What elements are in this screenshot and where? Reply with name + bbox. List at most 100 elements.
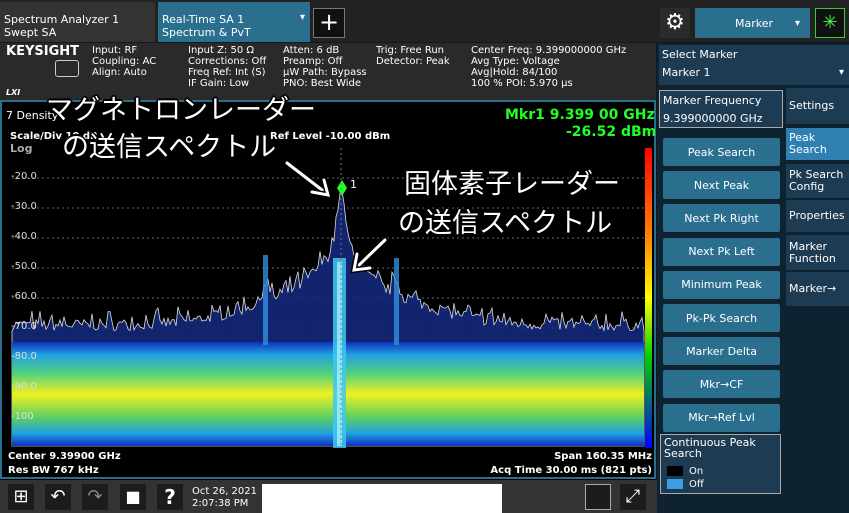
- brand: KEYSIGHT: [6, 44, 79, 59]
- menu-label: Marker: [735, 17, 774, 30]
- menu-tab[interactable]: Properties: [786, 200, 849, 232]
- help-button[interactable]: ?: [157, 484, 183, 510]
- center-freq: Center 9.39900 GHz: [8, 451, 121, 462]
- y-axis-label: -70.0: [11, 321, 37, 332]
- file-button[interactable]: ■: [120, 484, 146, 510]
- fullscreen-button[interactable]: ⤢: [620, 484, 646, 510]
- info-text: Coupling: AC: [92, 56, 157, 67]
- marker-frequency-box[interactable]: Marker Frequency 9.399000000 GHz: [659, 90, 783, 128]
- ref-level: Ref Level -10.00 dBm: [270, 131, 391, 142]
- menu-dropdown[interactable]: Marker ▾: [695, 8, 810, 38]
- continuous-peak-box[interactable]: Continuous Peak Search On Off: [660, 434, 781, 494]
- dropdown-arrow: ▾: [839, 67, 845, 78]
- settings-button[interactable]: ⚙: [660, 8, 690, 38]
- info-text: Avg Type: Voltage: [471, 56, 560, 67]
- on-indicator: [667, 479, 683, 489]
- continuous-peak-label: Continuous Peak Search: [664, 436, 756, 460]
- softkey-button[interactable]: Minimum Peak: [663, 270, 780, 299]
- info-text: Atten: 6 dB: [283, 45, 340, 56]
- scale-label: Scale/Div 10 dB: [10, 131, 98, 142]
- y-axis-label: -80.0: [11, 351, 37, 362]
- info-text: Trig: Free Run: [376, 45, 444, 56]
- y-axis-label: -40.0: [11, 231, 37, 242]
- softkey-button[interactable]: Pk-Pk Search: [663, 304, 780, 332]
- remote-icon: [55, 60, 79, 77]
- y-axis-label: -100: [11, 411, 34, 422]
- marker-value: -26.52 dBm: [566, 124, 657, 140]
- annotation-arrows: [284, 160, 388, 274]
- softkey-button[interactable]: Next Peak: [663, 171, 780, 200]
- annotation-text: の送信スペクトル: [398, 208, 613, 239]
- solid-state-core: [337, 262, 342, 446]
- softkey-button[interactable]: Mkr→Ref Lvl: [663, 403, 780, 432]
- softkey-button[interactable]: Next Pk Right: [663, 204, 780, 233]
- tab-title: Spectrum Analyzer 1: [4, 13, 120, 26]
- info-text: Input Z: 50 Ω: [188, 45, 255, 56]
- overlay-box: [262, 484, 502, 513]
- marker-number: 1: [350, 178, 357, 191]
- info-text: Input: RF: [92, 45, 138, 56]
- select-marker-label: Select Marker: [662, 48, 738, 61]
- res-bw: Res BW 767 kHz: [8, 465, 99, 476]
- info-text: PNO: Best Wide: [283, 78, 362, 89]
- windows-button[interactable]: ⊞: [8, 484, 34, 510]
- add-tab-button[interactable]: +: [313, 8, 345, 38]
- redo-button[interactable]: ↷: [82, 484, 108, 510]
- date: Oct 26, 2021: [192, 486, 257, 497]
- dropdown-arrow: ▾: [795, 18, 801, 29]
- info-bar: [0, 43, 656, 100]
- info-text: IF Gain: Low: [188, 78, 250, 89]
- y-axis-label: -20.0: [11, 171, 37, 182]
- span: Span 160.35 MHz: [554, 451, 652, 462]
- info-text: Freq Ref: Int (S): [188, 67, 266, 78]
- softkey-button[interactable]: Next Pk Left: [663, 237, 780, 266]
- marker-select[interactable]: Select Marker Marker 1 ▾: [659, 45, 849, 85]
- time: 2:07:38 PM: [192, 498, 249, 509]
- menu-tab[interactable]: Pk Search Config: [786, 164, 849, 198]
- menu-tab[interactable]: Marker Function: [786, 235, 849, 270]
- annotation-text: 固体素子レーダー: [404, 169, 620, 200]
- menu-tab[interactable]: Peak Search: [786, 128, 849, 160]
- side-signal: [263, 255, 268, 345]
- info-text: 100 % POI: 5.970 µs: [471, 78, 573, 89]
- softkey-button[interactable]: Marker Delta: [663, 337, 780, 366]
- side-signal: [394, 258, 399, 345]
- selected-marker: Marker 1: [662, 66, 711, 79]
- menu-tab[interactable]: Settings: [786, 88, 849, 124]
- scale-type: Log: [10, 142, 33, 155]
- y-axis-label: -50.0: [11, 261, 37, 272]
- plot: [0, 100, 656, 480]
- marker-frequency-label: Marker Frequency: [663, 94, 762, 107]
- y-axis-label: -60.0: [11, 291, 37, 302]
- undo-button[interactable]: ↶: [45, 484, 71, 510]
- tab-subtitle: Swept SA: [4, 26, 57, 39]
- y-axis-label: -30.0: [11, 201, 37, 212]
- marker-frequency-value: 9.399000000 GHz: [663, 112, 763, 125]
- off-label: Off: [689, 479, 704, 490]
- window-button[interactable]: [585, 484, 611, 510]
- softkey-button[interactable]: Peak Search: [663, 138, 780, 166]
- info-text: Detector: Peak: [376, 56, 450, 67]
- info-text: Align: Auto: [92, 67, 147, 78]
- info-text: Corrections: Off: [188, 56, 267, 67]
- tab-arrow[interactable]: ▾: [300, 12, 306, 23]
- color-bar: [645, 148, 652, 448]
- acq-time: Acq Time 30.00 ms (821 pts): [490, 465, 652, 476]
- info-text: Center Freq: 9.399000000 GHz: [471, 45, 627, 56]
- tab[interactable]: Spectrum Analyzer 1 Swept SA: [0, 2, 155, 42]
- softkey-button[interactable]: Mkr→CF: [663, 370, 780, 399]
- tab-title: Real-Time SA 1: [162, 13, 245, 26]
- tab-subtitle: Spectrum & PvT: [162, 26, 251, 39]
- tab[interactable]: Real-Time SA 1 Spectrum & PvT: [158, 2, 310, 42]
- on-label: On: [689, 466, 704, 477]
- menu-tab[interactable]: Marker→: [786, 272, 849, 306]
- y-axis-label: -90.0: [11, 381, 37, 392]
- status-icon[interactable]: ✳: [815, 8, 845, 38]
- plot-border: [0, 100, 656, 479]
- info-text: Preamp: Off: [283, 56, 343, 67]
- trace-label: 7 Density: [6, 109, 59, 122]
- marker-readout: Mkr1 9.399 00 GHz: [505, 107, 655, 123]
- lxi-logo: LXI: [6, 88, 21, 97]
- marker-diamond: [337, 180, 347, 196]
